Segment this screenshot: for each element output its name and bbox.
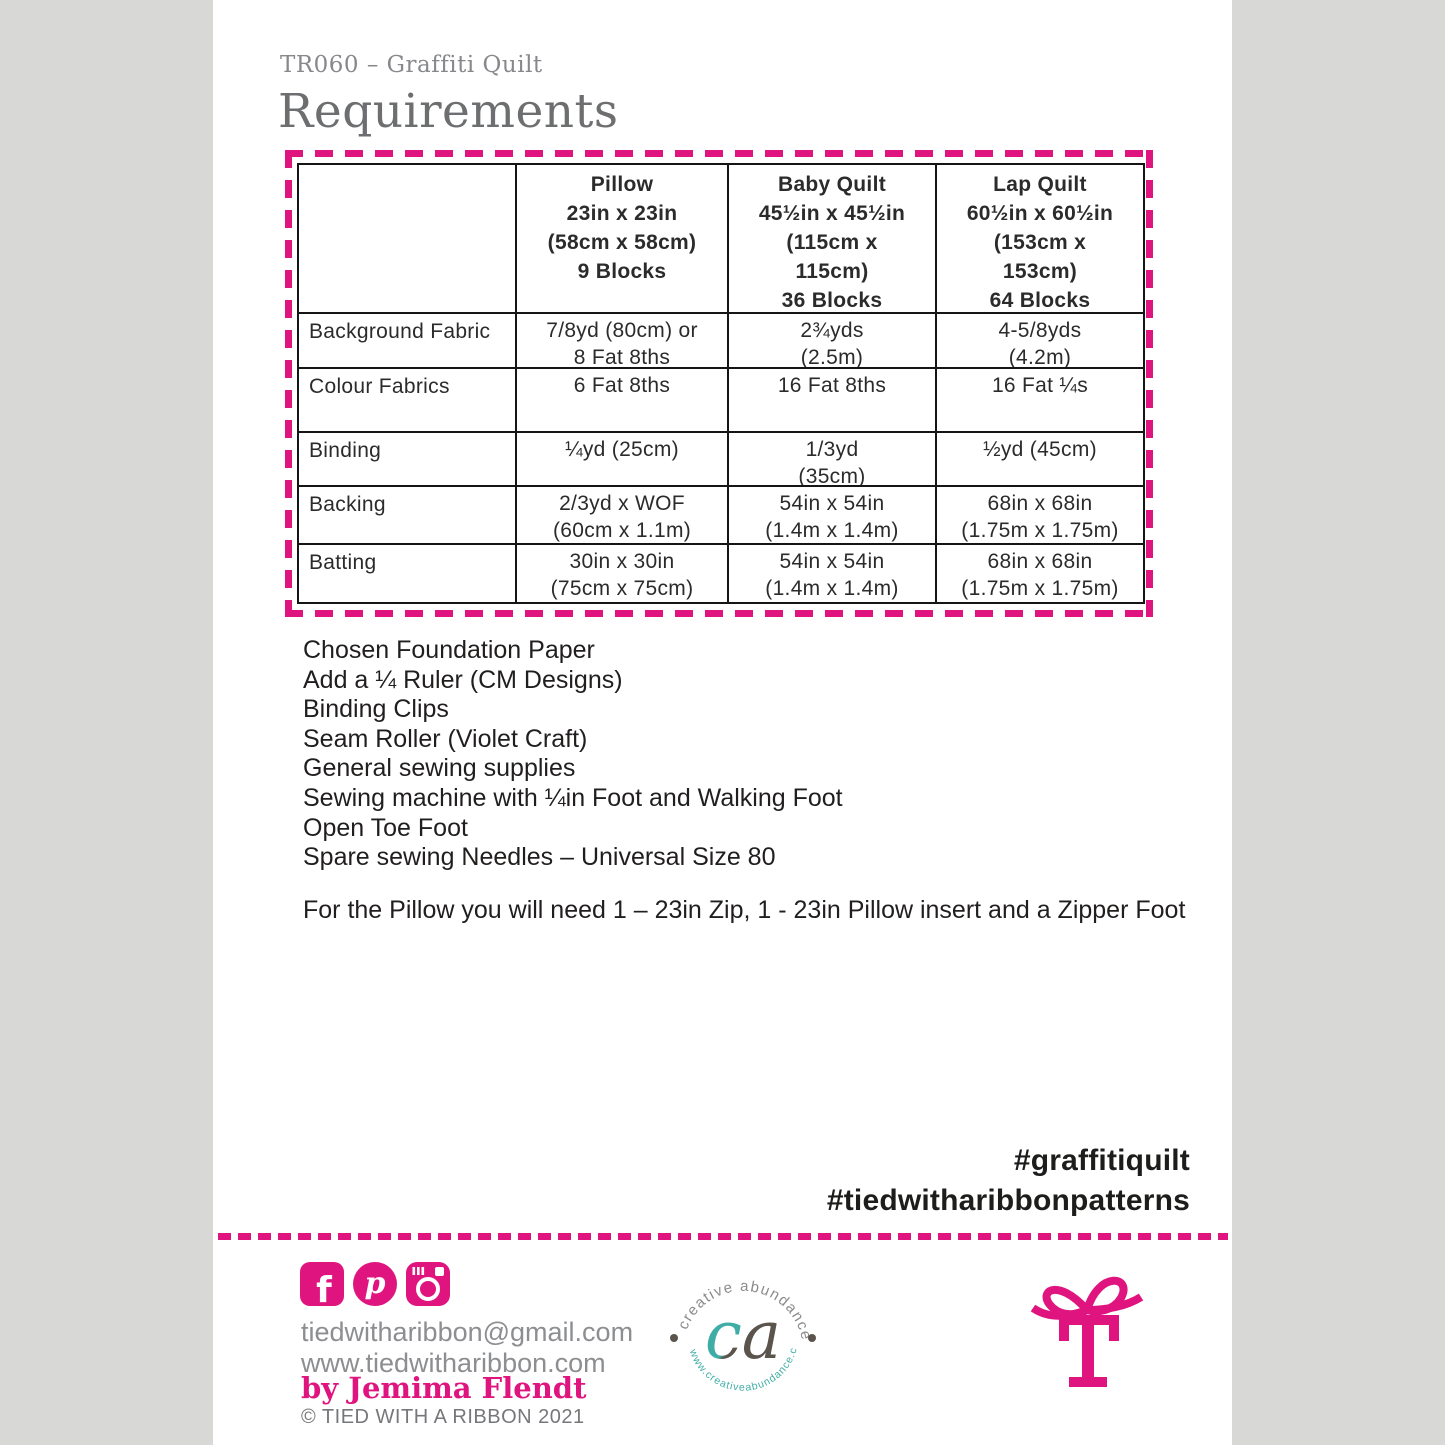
- supply-item: Sewing machine with ¼in Foot and Walking…: [303, 783, 843, 812]
- requirements-table: Pillow 23in x 23in (58cm x 58cm) 9 Block…: [297, 163, 1145, 604]
- supplies-list: Chosen Foundation Paper Add a ¼ Ruler (C…: [303, 636, 843, 873]
- table-cell: 68in x 68in (1.75m x 1.75m): [935, 485, 1143, 543]
- table-cell: 7/8yd (80cm) or 8 Fat 8ths: [515, 312, 727, 367]
- frame-dash-top: [285, 150, 1153, 157]
- doc-code: TR060 – Graffiti Quilt: [280, 52, 543, 78]
- facebook-icon: f: [300, 1262, 344, 1306]
- table-cell: 4-5/8yds (4.2m): [935, 312, 1143, 367]
- supply-item: Add a ¼ Ruler (CM Designs): [303, 665, 623, 694]
- table-cell: 6 Fat 8ths: [515, 367, 727, 431]
- column-header-pillow: Pillow 23in x 23in (58cm x 58cm) 9 Block…: [515, 165, 727, 312]
- instagram-icon: [406, 1262, 450, 1306]
- supply-item: Seam Roller (Violet Craft): [303, 724, 588, 753]
- table-cell: 30in x 30in (75cm x 75cm): [515, 543, 727, 602]
- supply-item: Spare sewing Needles – Universal Size 80: [303, 843, 776, 872]
- contact-website: www.tiedwitharibbon.com: [301, 1348, 606, 1378]
- contact-email: tiedwitharibbon@gmail.com: [301, 1317, 634, 1347]
- page-title: Requirements: [278, 84, 619, 139]
- column-header-lap-quilt: Lap Quilt 60½in x 60½in (153cm x 153cm) …: [935, 165, 1143, 312]
- row-label: Backing: [299, 485, 515, 543]
- table-cell: 1/3yd (35cm): [727, 431, 935, 485]
- author-byline: by Jemima Flendt: [301, 1371, 587, 1405]
- supply-item: Chosen Foundation Paper: [303, 636, 595, 664]
- supply-item: General sewing supplies: [303, 754, 576, 783]
- svg-text:f: f: [316, 1270, 332, 1306]
- hashtag: #graffitiquilt: [1013, 1144, 1190, 1177]
- copyright-line: © TIED WITH A RIBBON 2021: [301, 1406, 585, 1428]
- logo-monogram: ca: [705, 1297, 781, 1374]
- creative-abundance-logo: creative abundance www.creativeabundance…: [663, 1249, 818, 1408]
- footer-dashed-divider: [218, 1233, 1228, 1240]
- frame-dash-bottom: [285, 610, 1153, 617]
- svg-text:p: p: [365, 1266, 386, 1301]
- row-label: Colour Fabrics: [299, 367, 515, 431]
- row-label: Batting: [299, 543, 515, 602]
- row-label: Binding: [299, 431, 515, 485]
- supply-item: Binding Clips: [303, 695, 449, 724]
- table-cell: 16 Fat ¼s: [935, 367, 1143, 431]
- social-icons-row: f p: [300, 1262, 450, 1306]
- row-label: Background Fabric: [299, 312, 515, 367]
- table-cell: 54in x 54in (1.4m x 1.4m): [727, 543, 935, 602]
- table-cell: ½yd (45cm): [935, 431, 1143, 485]
- frame-dash-right: [1146, 150, 1153, 617]
- pinterest-icon: p: [353, 1262, 397, 1306]
- table-cell: 2/3yd x WOF (60cm x 1.1m): [515, 485, 727, 543]
- ribbon-bow-logo-icon: [1030, 1268, 1144, 1392]
- requirements-table-frame: [285, 150, 1153, 617]
- column-header-baby-quilt: Baby Quilt 45½in x 45½in (115cm x 115cm)…: [727, 165, 935, 312]
- hashtags-block: #graffitiquilt #tiedwitharibbonpatterns: [827, 1141, 1190, 1221]
- table-cell: 2¾yds (2.5m): [727, 312, 935, 367]
- table-corner-cell: [299, 165, 515, 312]
- frame-dash-left: [285, 150, 292, 617]
- pattern-page: TR060 – Graffiti Quilt Requirements Pill…: [213, 0, 1232, 1445]
- table-cell: ¼yd (25cm): [515, 431, 727, 485]
- hashtag: #tiedwitharibbonpatterns: [826, 1184, 1190, 1217]
- supply-item: Open Toe Foot: [303, 813, 468, 842]
- table-cell: 16 Fat 8ths: [727, 367, 935, 431]
- pillow-note: For the Pillow you will need 1 – 23in Zi…: [303, 896, 1186, 924]
- table-cell: 68in x 68in (1.75m x 1.75m): [935, 543, 1143, 602]
- table-cell: 54in x 54in (1.4m x 1.4m): [727, 485, 935, 543]
